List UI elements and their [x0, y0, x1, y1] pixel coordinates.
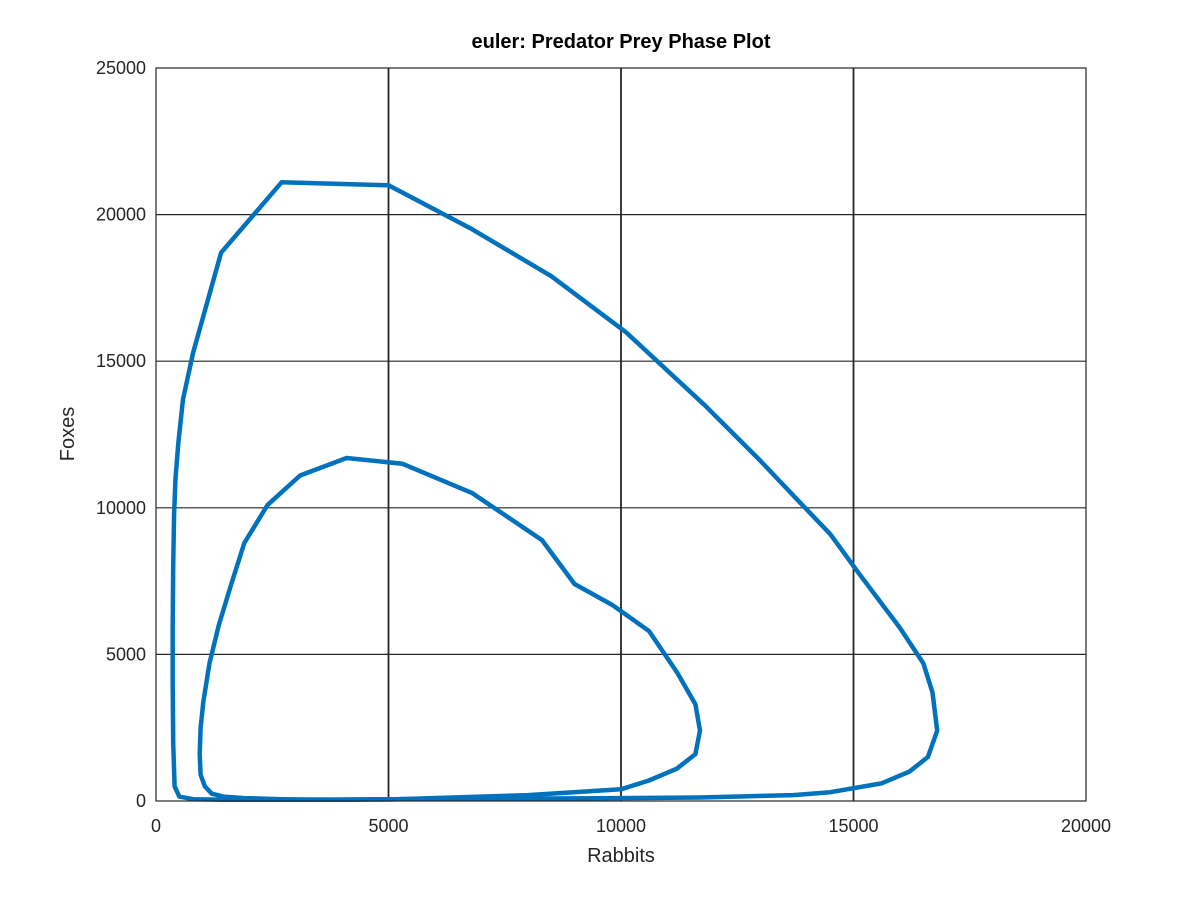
tick-labels: 0 5000 10000 15000 20000 0 5000 10000 15000 20000…: [96, 58, 1111, 836]
x-tick-label-2: 10000: [596, 816, 646, 836]
y-tick-label-2: 10000: [96, 498, 146, 518]
x-tick-label-0: 0: [151, 816, 161, 836]
series-layer: [170, 180, 940, 803]
chart-title: euler: Predator Prey Phase Plot: [471, 31, 770, 53]
x-tick-label-3: 15000: [828, 816, 878, 836]
y-tick-label-3: 15000: [96, 351, 146, 371]
series-line-0: [197, 455, 703, 803]
x-tick-label-1: 5000: [368, 816, 408, 836]
y-tick-label-4: 20000: [96, 205, 146, 225]
y-tick-label-1: 5000: [106, 644, 146, 664]
y-axis-label: Foxes: [57, 407, 79, 461]
x-tick-label-4: 20000: [1061, 816, 1111, 836]
grid-lines: [156, 68, 1086, 801]
plot-frame: [155, 67, 1087, 802]
series-line-1: [170, 180, 940, 803]
y-tick-label-5: 25000: [96, 58, 146, 78]
y-tick-label-0: 0: [136, 791, 146, 811]
x-axis-label: Rabbits: [587, 845, 655, 867]
